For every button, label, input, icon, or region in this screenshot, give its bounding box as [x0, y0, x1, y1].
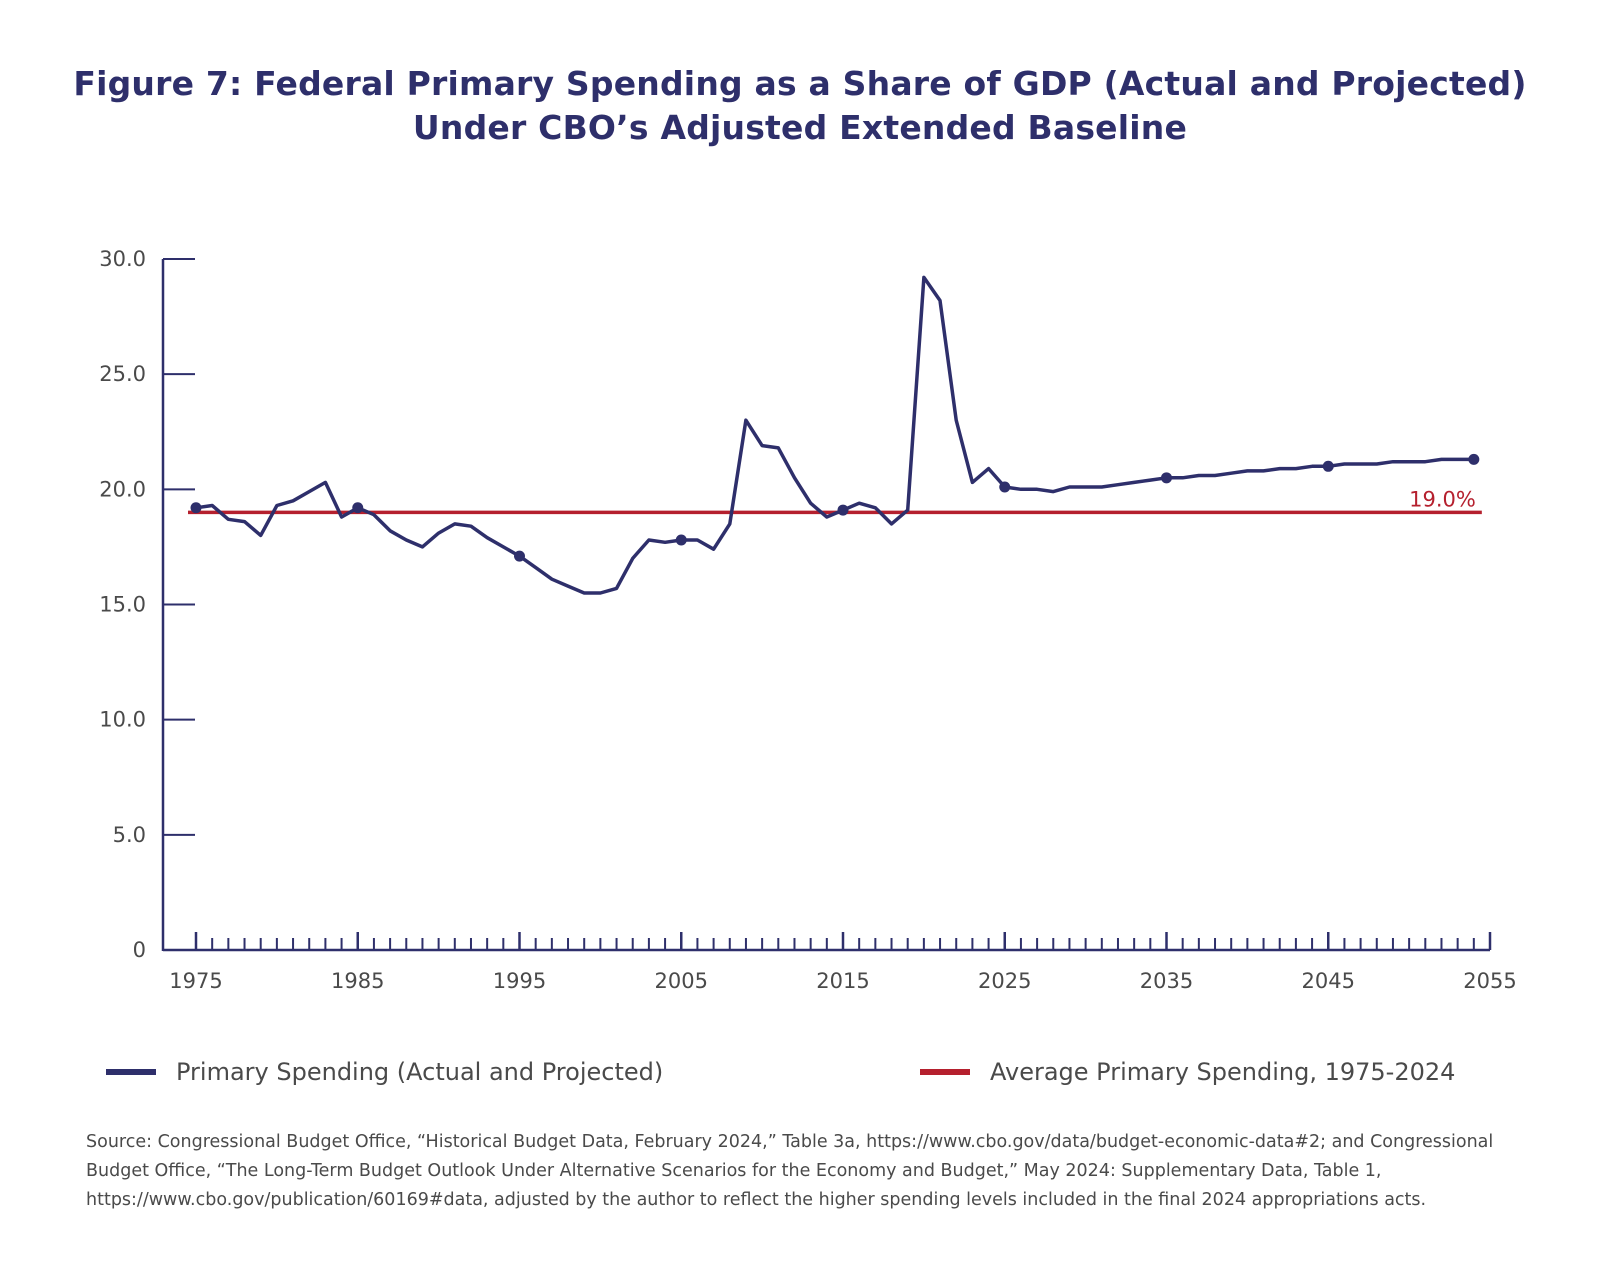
chart-title-line-2: Under CBO’s Adjusted Extended Baseline	[412, 108, 1188, 147]
average-value-label: 19.0%	[1409, 487, 1476, 511]
line-chart: 0 5.0 10.0 15.0 20.0 25.0 30.0 1975 1985 1995 2005…	[99, 247, 1516, 993]
legend-swatch-primary-spending	[106, 1069, 156, 1075]
primary-spending-point	[1161, 472, 1172, 484]
x-tick-label: 2015	[816, 969, 869, 993]
x-tick-label: 2055	[1463, 969, 1516, 993]
y-tick-label: 10.0	[99, 708, 146, 732]
legend-item-average-spending: Average Primary Spending, 1975-2024	[920, 1058, 1455, 1086]
y-tick-label: 15.0	[99, 593, 146, 617]
legend-swatch-average-spending	[920, 1069, 970, 1075]
primary-spending-point	[190, 502, 202, 514]
chart-series: 19.0%	[188, 275, 1482, 595]
source-note: Source: Congressional Budget Office, “Hi…	[86, 1132, 1494, 1210]
primary-spending-point	[675, 534, 687, 546]
x-tick-label: 1975	[169, 969, 222, 993]
y-tick-label: 0	[133, 938, 146, 962]
x-tick-label: 1985	[331, 969, 384, 993]
y-tick-label: 20.0	[99, 477, 146, 501]
primary-spending-point	[1468, 453, 1480, 465]
legend-label-primary-spending: Primary Spending (Actual and Projected)	[176, 1058, 664, 1086]
y-tick-label: 25.0	[99, 362, 146, 386]
primary-spending-point	[1322, 460, 1334, 472]
legend-item-primary-spending: Primary Spending (Actual and Projected)	[106, 1058, 663, 1086]
chart-legend: Primary Spending (Actual and Projected) …	[0, 1058, 1600, 1098]
primary-spending-line	[194, 275, 1476, 595]
chart-title: Figure 7: Federal Primary Spending as a …	[0, 62, 1600, 150]
x-tick-label: 1995	[493, 969, 546, 993]
primary-spending-point	[837, 504, 849, 516]
legend-label-average-spending: Average Primary Spending, 1975-2024	[990, 1058, 1456, 1086]
primary-spending-point	[514, 550, 525, 562]
y-tick-label: 30.0	[99, 247, 146, 271]
primary-spending-point	[352, 502, 364, 514]
primary-spending-point	[999, 481, 1011, 493]
x-tick-label: 2035	[1140, 969, 1193, 993]
chart-title-line-1: Figure 7: Federal Primary Spending as a …	[73, 64, 1527, 103]
y-tick-label: 5.0	[113, 823, 146, 847]
x-tick-label: 2025	[978, 969, 1031, 993]
chart-axes: 0 5.0 10.0 15.0 20.0 25.0 30.0 1975 1985 1995 2005…	[99, 247, 1516, 993]
x-tick-label: 2045	[1302, 969, 1355, 993]
x-tick-label: 2005	[655, 969, 708, 993]
